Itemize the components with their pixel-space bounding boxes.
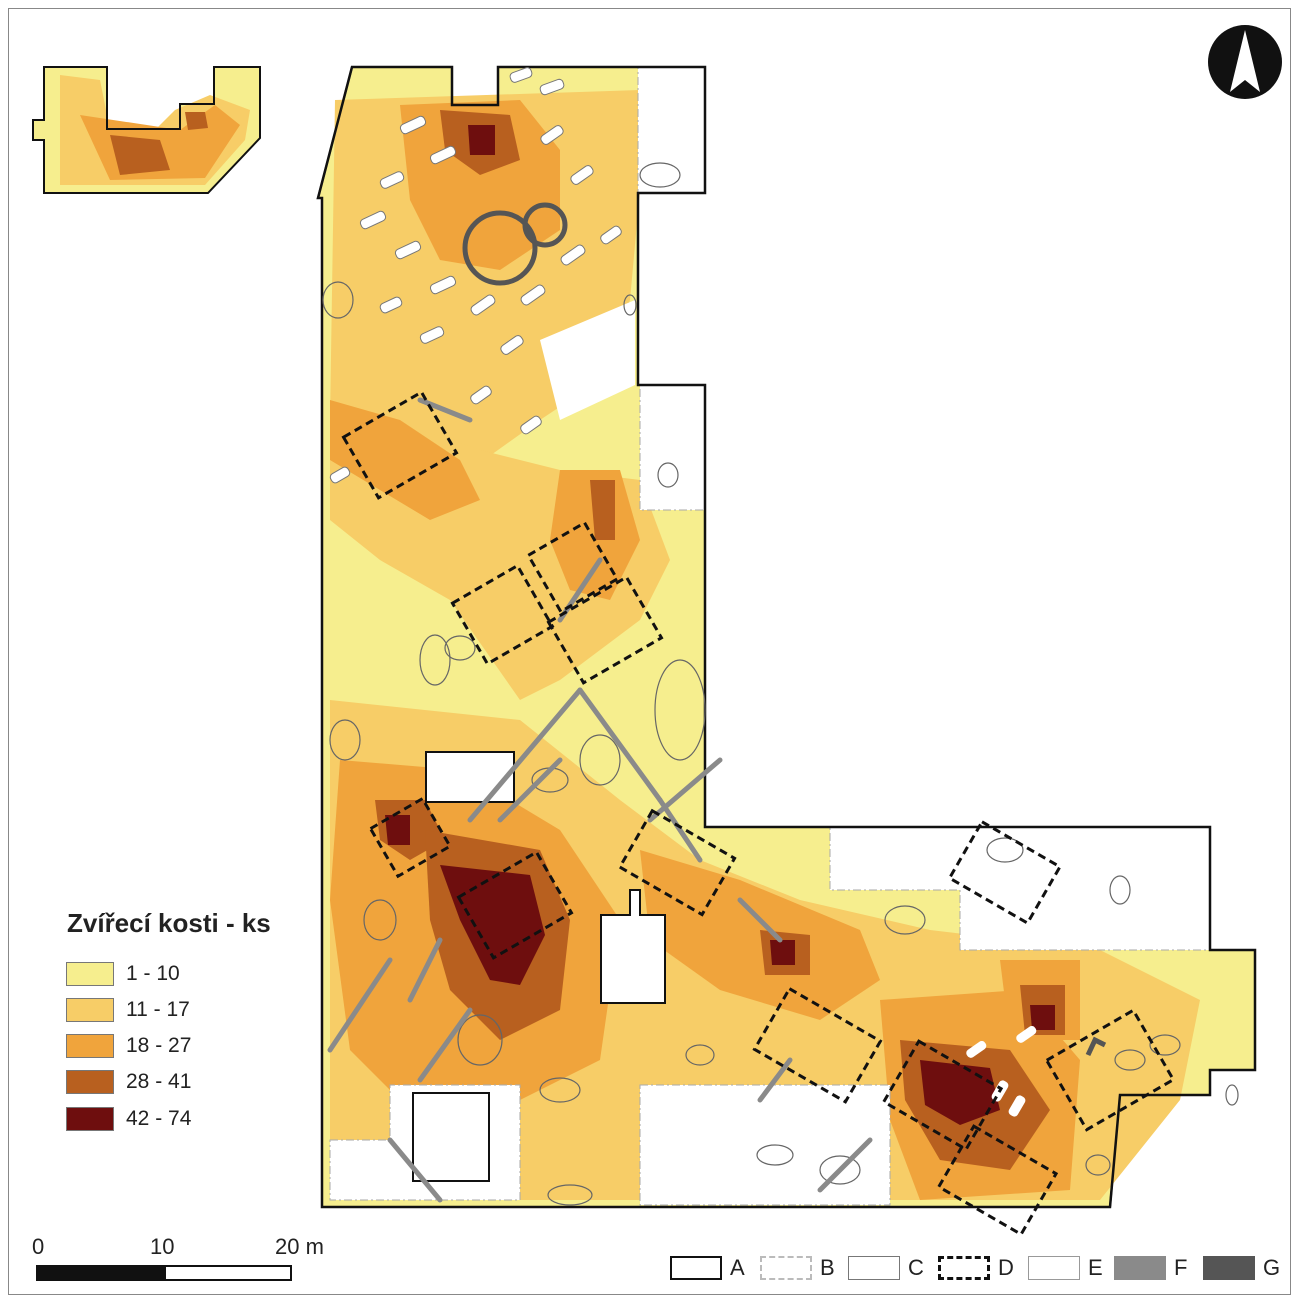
key-symbol [848,1256,900,1280]
house-outlines [341,390,1176,1237]
pit-outlines [322,162,1239,1206]
scale-label-0: 0 [32,1234,45,1259]
key-item: E [1028,1254,1103,1282]
legend-label: 11 - 17 [126,998,190,1021]
key-item: C [848,1254,924,1282]
key-symbol [1114,1256,1166,1280]
legend-swatch [66,1107,114,1131]
legend-swatch [66,962,114,986]
scale-label-10: 10 [150,1234,175,1259]
legend-label: 1 - 10 [126,962,180,985]
legend-item: 11 - 17 [66,997,190,1023]
key-letter: B [820,1255,835,1280]
key-item: G [1203,1254,1280,1282]
key-symbol [670,1256,722,1280]
key-item: D [938,1254,1014,1282]
legend-item: 18 - 27 [66,1033,191,1059]
legend-label: 42 - 74 [126,1107,192,1130]
key-item: F [1114,1254,1187,1282]
key-symbol [760,1256,812,1280]
legend-title: Zvířecí kosti - ks [67,908,271,938]
legend-label: 28 - 41 [126,1070,192,1093]
key-letter: C [908,1255,924,1280]
key-letter: F [1174,1255,1188,1280]
grave-features [329,67,1037,1117]
key-symbol [1203,1256,1255,1280]
legend-swatch [66,998,114,1022]
key-item: A [670,1254,745,1282]
inset-area [32,66,261,194]
dark-feature [1085,1036,1107,1057]
ditch-features [327,397,873,1203]
key-letter: G [1263,1255,1281,1280]
ring-feature [462,202,568,286]
key-symbol [938,1256,990,1280]
key-letter: E [1088,1255,1103,1280]
key-letter: A [730,1255,745,1280]
key-symbol [1028,1256,1080,1280]
scale-bar [36,1265,292,1281]
map-frame [8,8,1291,1295]
legend-item: 42 - 74 [66,1106,191,1132]
legend-swatch [66,1034,114,1058]
scale-label-20: 20 m [275,1234,324,1259]
legend-swatch [66,1070,114,1094]
north-arrow-icon [1208,25,1282,99]
key-letter: D [998,1255,1014,1280]
legend-item: 1 - 10 [66,961,180,987]
legend-label: 18 - 27 [126,1034,192,1057]
key-item: B [760,1254,835,1282]
legend-item: 28 - 41 [66,1069,191,1095]
